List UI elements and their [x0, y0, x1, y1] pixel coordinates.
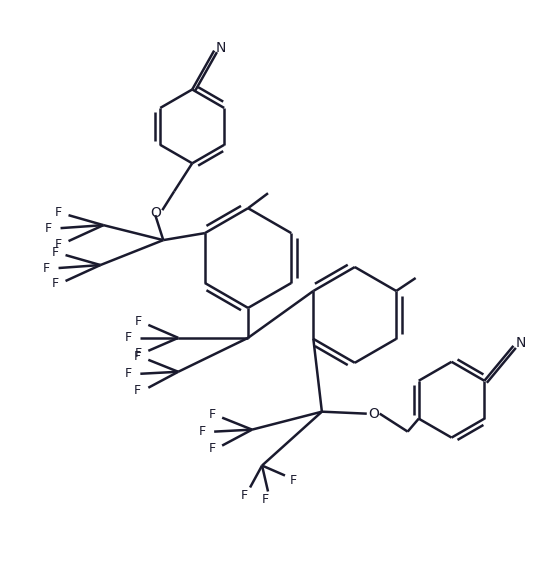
Text: O: O	[368, 407, 379, 421]
Text: F: F	[134, 350, 141, 363]
Text: F: F	[241, 489, 248, 502]
Text: F: F	[262, 493, 269, 506]
Text: F: F	[43, 262, 50, 275]
Text: F: F	[134, 384, 141, 397]
Text: F: F	[135, 315, 142, 328]
Text: F: F	[52, 245, 59, 258]
Text: F: F	[289, 474, 296, 487]
Text: F: F	[45, 222, 52, 235]
Text: F: F	[55, 206, 62, 219]
Text: N: N	[216, 41, 226, 55]
Text: F: F	[199, 425, 206, 438]
Text: F: F	[52, 277, 59, 290]
Text: F: F	[135, 347, 142, 360]
Text: F: F	[55, 237, 62, 250]
Text: F: F	[125, 367, 132, 380]
Text: O: O	[150, 206, 161, 220]
Text: F: F	[209, 442, 216, 455]
Text: F: F	[125, 332, 132, 345]
Text: F: F	[209, 408, 216, 421]
Text: N: N	[515, 336, 526, 350]
